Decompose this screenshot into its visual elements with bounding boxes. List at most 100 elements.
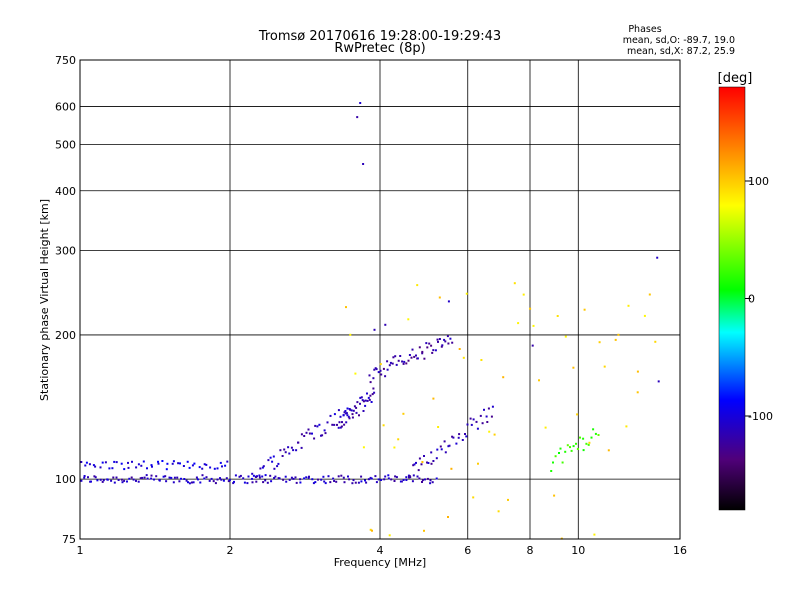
data-point [170, 476, 173, 479]
data-point [305, 476, 308, 479]
data-point [274, 475, 277, 478]
x-tick-label: 6 [464, 544, 471, 557]
data-point [486, 421, 489, 423]
data-point [402, 362, 405, 365]
data-point [380, 479, 383, 481]
data-point [366, 392, 368, 395]
chart-subtitle: RwPretec (8p) [334, 41, 425, 56]
data-point [481, 422, 484, 425]
data-point [377, 478, 380, 481]
data-point [197, 478, 199, 481]
data-point [529, 307, 532, 310]
y-tick-label: 500 [55, 138, 76, 151]
data-point [300, 433, 303, 436]
data-point [431, 481, 434, 484]
data-point [636, 370, 639, 373]
data-point [344, 410, 347, 412]
data-point [314, 424, 317, 427]
data-point [470, 423, 473, 426]
data-point [483, 408, 485, 411]
data-point [444, 340, 447, 343]
data-point [222, 479, 225, 482]
data-point [331, 423, 334, 426]
data-point [360, 396, 363, 399]
data-point [576, 448, 579, 450]
data-point [101, 461, 104, 464]
data-point [131, 460, 133, 463]
data-point [415, 461, 417, 464]
data-point [333, 480, 336, 482]
data-point [273, 467, 276, 470]
data-point [447, 445, 450, 448]
data-point [226, 460, 229, 463]
data-point [429, 482, 432, 485]
data-point [234, 474, 237, 477]
data-point [409, 476, 412, 479]
data-point [566, 444, 569, 447]
data-point [369, 394, 372, 397]
data-point [597, 434, 600, 436]
y-tick-label: 600 [55, 100, 76, 113]
data-point [201, 474, 204, 477]
data-point [271, 460, 274, 463]
data-point [348, 417, 351, 420]
data-point [137, 480, 140, 483]
data-point [648, 293, 651, 296]
data-point [193, 462, 196, 465]
data-point [84, 464, 87, 467]
data-point [487, 407, 490, 410]
data-point [198, 466, 201, 469]
data-point [444, 451, 447, 454]
data-point [370, 477, 373, 480]
colorbar-tick-label: -100 [748, 410, 773, 423]
data-point [295, 449, 298, 452]
data-point [352, 479, 355, 482]
colorbar [718, 86, 746, 511]
data-point [361, 399, 364, 402]
data-point [343, 481, 346, 484]
data-point [558, 452, 560, 454]
points-layer [80, 102, 660, 540]
data-point [121, 481, 124, 484]
data-point [123, 479, 126, 482]
data-point [158, 479, 161, 482]
data-point [185, 479, 188, 482]
data-point [570, 449, 573, 452]
data-point [407, 318, 410, 321]
data-point [411, 480, 414, 483]
y-axis-label: Stationary phase Virtual Height [km] [38, 199, 51, 401]
data-point [239, 474, 242, 477]
data-point [150, 477, 153, 480]
data-point [243, 481, 246, 484]
data-point [387, 474, 390, 477]
data-point [323, 480, 326, 483]
data-point [305, 431, 308, 434]
data-point [403, 360, 406, 363]
data-point [192, 481, 195, 484]
data-point [143, 476, 146, 479]
data-point [614, 338, 617, 341]
data-point [269, 474, 272, 477]
data-point [466, 423, 469, 426]
data-point [359, 402, 361, 405]
data-point [88, 463, 91, 466]
data-point [517, 322, 520, 325]
data-point [455, 442, 458, 445]
data-point [164, 475, 167, 478]
data-point [394, 355, 397, 358]
data-point [176, 476, 179, 479]
data-point [213, 467, 216, 470]
data-point [353, 405, 356, 408]
data-point [322, 475, 325, 478]
data-point [106, 478, 109, 481]
data-point [654, 340, 657, 343]
data-point [355, 411, 358, 414]
data-point [292, 477, 295, 480]
y-tick-label: 100 [55, 473, 76, 486]
data-point [369, 528, 372, 531]
data-point [426, 346, 429, 349]
data-point [318, 423, 321, 426]
data-point [384, 375, 387, 378]
data-point [347, 475, 349, 478]
data-point [210, 477, 213, 480]
